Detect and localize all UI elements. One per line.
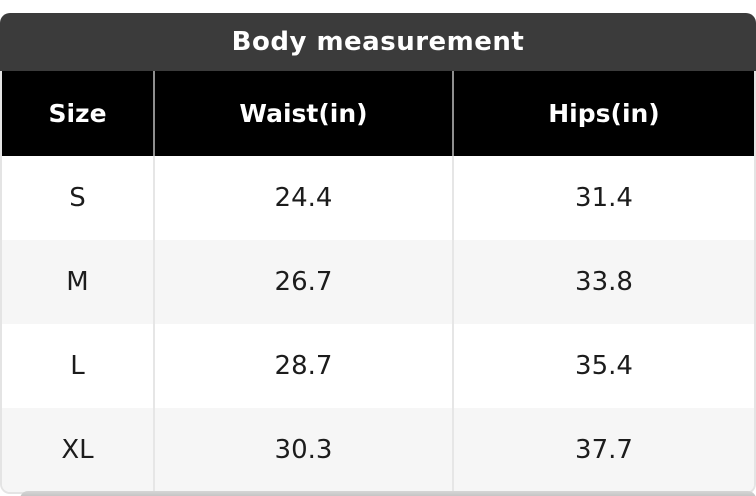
page-title: Body measurement xyxy=(231,27,525,57)
size-cell: L xyxy=(2,324,155,408)
column-header-size: Size xyxy=(2,71,155,156)
table-row-s: S 24.4 31.4 xyxy=(2,156,754,240)
next-section-header-peek xyxy=(20,491,756,496)
table-row-m: M 26.7 33.8 xyxy=(2,240,754,324)
table-header-row: Size Waist(in) Hips(in) xyxy=(2,71,754,156)
hips-cell: 31.4 xyxy=(575,183,633,213)
hips-cell: 33.8 xyxy=(575,267,633,297)
size-chart-card: Body measurement Size Waist(in) Hips(in)… xyxy=(0,13,756,494)
size-cell: XL xyxy=(2,408,155,492)
waist-cell: 26.7 xyxy=(155,240,454,324)
size-chart-title-bar: Body measurement xyxy=(0,13,756,71)
hips-cell: 35.4 xyxy=(575,351,633,381)
waist-cell: 24.4 xyxy=(155,156,454,240)
column-header-waist: Waist(in) xyxy=(155,71,454,156)
waist-cell: 30.3 xyxy=(155,408,454,492)
hips-cell: 37.7 xyxy=(575,435,633,465)
size-cell: S xyxy=(2,156,155,240)
waist-cell: 28.7 xyxy=(155,324,454,408)
size-cell: M xyxy=(2,240,155,324)
table-row-l: L 28.7 35.4 xyxy=(2,324,754,408)
table-row-xl: XL 30.3 37.7 xyxy=(2,408,754,492)
size-chart-table: Size Waist(in) Hips(in) S 24.4 31.4 M 26… xyxy=(0,71,756,494)
column-header-hips: Hips(in) xyxy=(548,99,660,128)
